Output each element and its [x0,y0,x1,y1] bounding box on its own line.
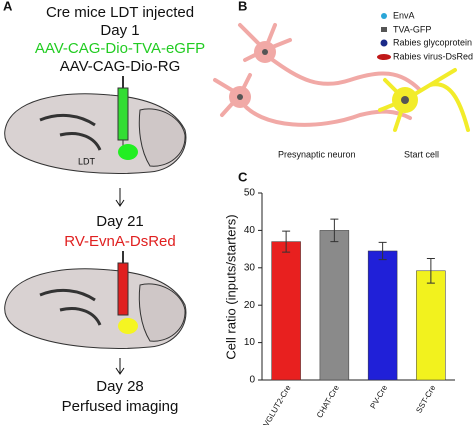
y-tick-label: 50 [244,188,256,199]
step-label: Perfused imaging [62,398,179,415]
syringe [117,87,129,141]
step-label: RV-EvnA-DsRed [64,233,175,250]
arrow [115,188,125,207]
injection-site [118,144,138,160]
x-tick-label: SST-Cre [414,383,437,415]
step-label: Day 21 [96,213,144,230]
title-line: Cre mice LDT injected [46,4,194,21]
legend-label: Rabies virus-DsRed [393,51,473,61]
error-bar [378,241,387,261]
y-tick-label: 30 [244,262,256,273]
error-bar [282,230,291,253]
legend-icon [380,39,388,47]
step-label: Day 28 [96,378,144,395]
legend-label: EnvA [393,10,415,20]
y-axis-label: Cell ratio (inputs/starters) [223,214,238,359]
cell-label: Presynaptic neuron [278,149,356,159]
title-line: AAV-CAG-Dio-TVA-eGFP [35,40,205,57]
title-line: Day 1 [100,22,139,39]
y-tick-label: 0 [249,375,255,386]
cell-label: Start cell [404,149,439,159]
injection-site [118,318,138,334]
panel-letter: C [238,169,248,184]
site-label: LDT [78,156,96,166]
legend-label: Rabies glycoprotein [393,37,472,47]
neurons [213,23,470,132]
chart: 0 10 20 30 40 50 VGLUT2-Cre CHAT-Cre PV-Cre SST-C… [244,188,455,425]
syringe [117,262,129,316]
bar [416,270,446,381]
bar [367,250,398,381]
x-tick-label: PV-Cre [368,383,389,410]
x-tick-label: VGLUT2-Cre [262,383,293,425]
arrow [115,358,125,375]
y-tick-label: 40 [244,225,256,236]
bar [319,230,350,381]
title-line: AAV-CAG-Dio-RG [60,58,181,75]
legend-label: TVA-GFP [393,24,431,34]
x-tick-label: CHAT-Cre [315,383,341,419]
legend-icon [381,13,387,19]
y-tick-label: 20 [244,300,256,311]
panel-letter: B [238,0,247,13]
brain [4,93,187,174]
y-tick-label: 10 [244,337,256,348]
legend-icon [377,54,391,60]
legend-icon [381,27,387,32]
bar [271,241,301,381]
brain [4,268,187,349]
error-bar [330,218,339,243]
panel-letter: A [3,0,13,13]
error-bar [426,257,435,284]
